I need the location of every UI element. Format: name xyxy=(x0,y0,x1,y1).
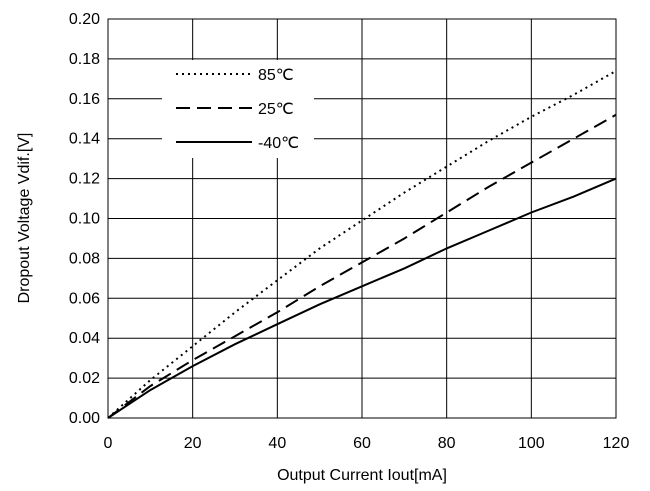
legend: 85℃ 25℃ -40℃ xyxy=(162,60,314,158)
y-tick-label: 0.00 xyxy=(69,410,100,427)
y-tick-label: 0.20 xyxy=(69,11,100,28)
y-tick-label: 0.14 xyxy=(69,131,100,148)
series-line xyxy=(107,113,617,419)
y-tick-label: 0.04 xyxy=(69,330,100,347)
x-tick-label: 80 xyxy=(438,435,456,452)
y-tick-label: 0.02 xyxy=(69,370,100,387)
y-tick-label: 0.16 xyxy=(69,91,100,108)
y-tick-label: 0.08 xyxy=(69,250,100,267)
y-tick-label: 0.06 xyxy=(69,290,100,307)
x-axis-label: Output Current Iout[mA] xyxy=(277,467,447,484)
x-tick-label: 100 xyxy=(518,435,545,452)
x-tick-labels: 0 20 40 60 80 100 120 xyxy=(104,435,630,452)
x-tick-label: 60 xyxy=(353,435,371,452)
x-tick-label: 20 xyxy=(184,435,202,452)
x-tick-label: 120 xyxy=(603,435,630,452)
plot-frame xyxy=(107,18,617,419)
series-lines xyxy=(107,70,617,419)
series-line xyxy=(107,177,617,419)
x-tick-label: 0 xyxy=(104,435,113,452)
y-tick-label: 0.12 xyxy=(69,171,100,188)
legend-label: 25℃ xyxy=(258,101,294,118)
x-tick-label: 40 xyxy=(268,435,286,452)
legend-label: -40℃ xyxy=(258,135,299,152)
legend-label: 85℃ xyxy=(258,67,294,84)
y-tick-label: 0.18 xyxy=(69,51,100,68)
y-tick-label: 0.10 xyxy=(69,211,100,228)
y-axis-label: Dropout Voltage Vdif.[V] xyxy=(16,133,33,304)
y-tick-labels: 0.00 0.02 0.04 0.06 0.08 0.10 0.12 0.14 0.16 0.18… xyxy=(69,11,100,427)
